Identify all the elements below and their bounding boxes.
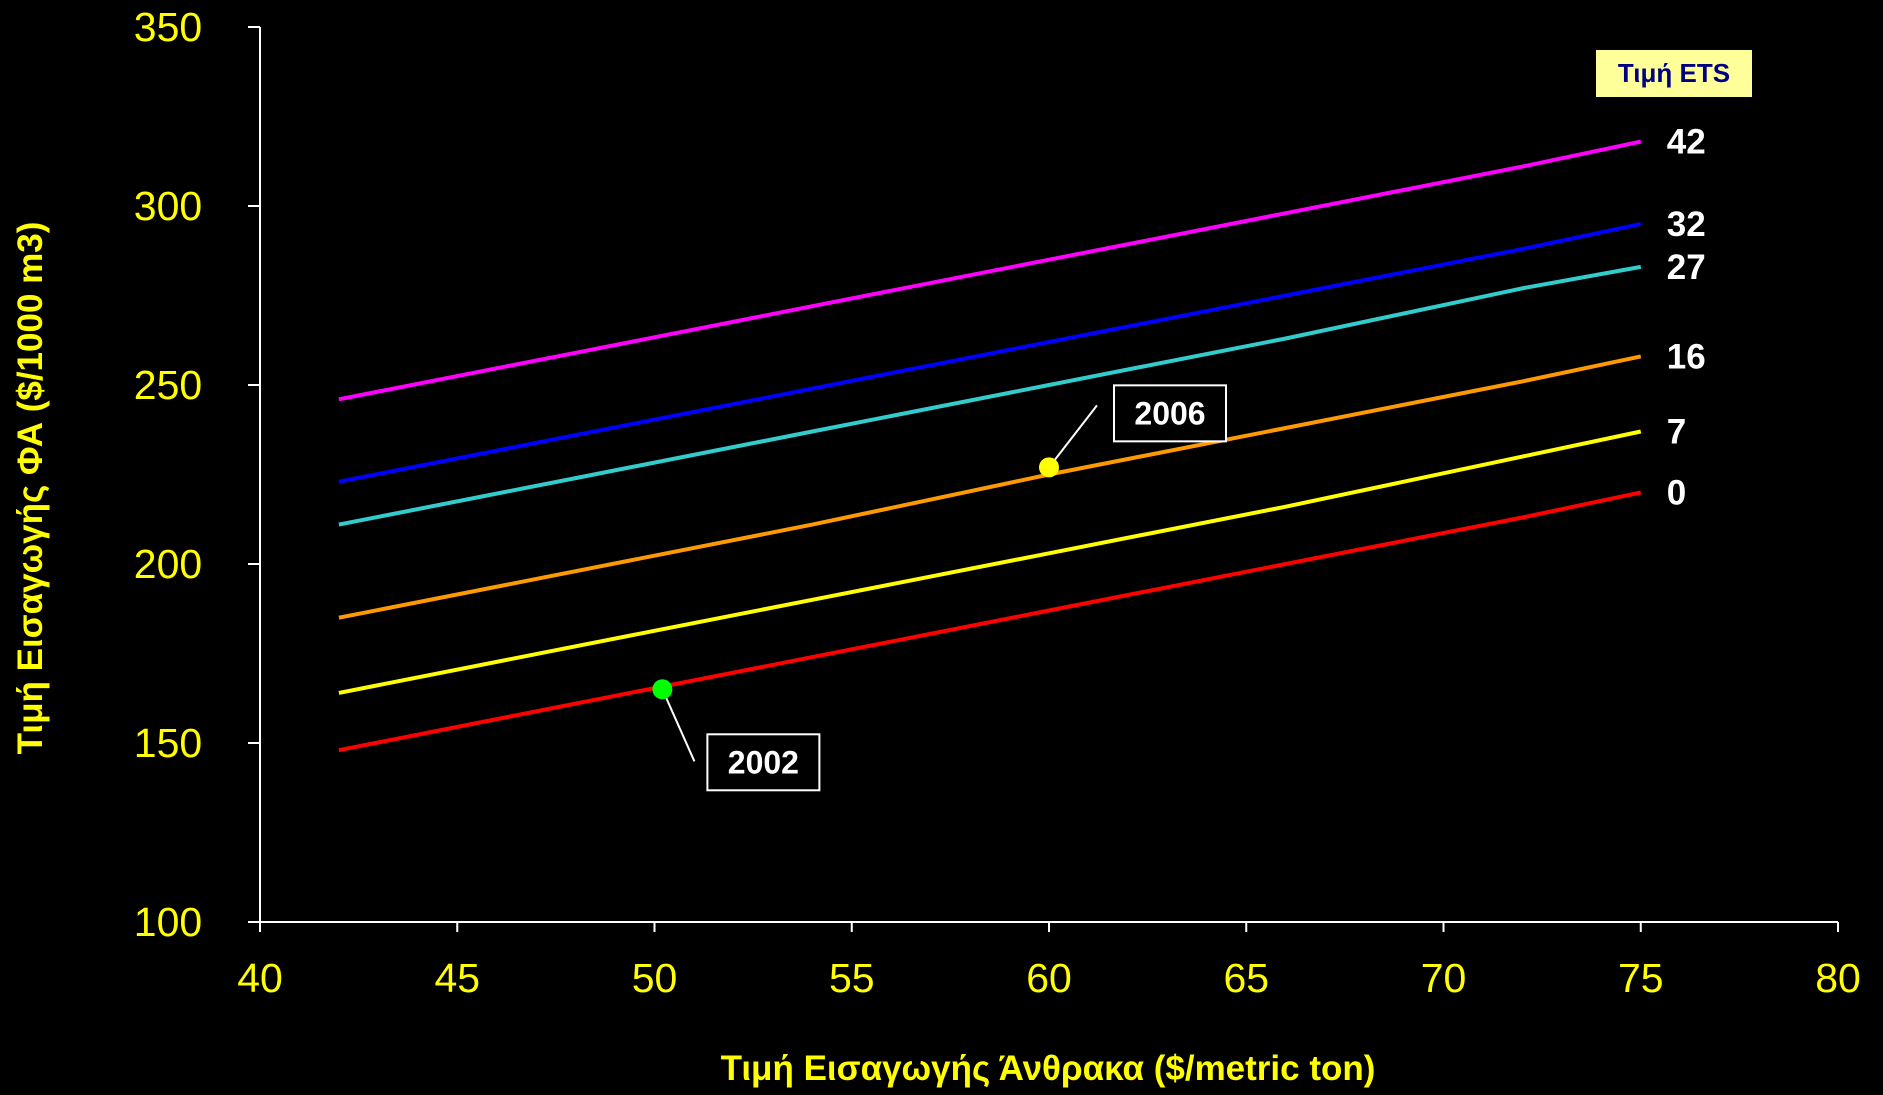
series-line-42 xyxy=(338,139,1642,402)
annotation-label-2002: 2002 xyxy=(728,744,799,780)
series-end-label-27: 27 xyxy=(1667,248,1706,287)
annotation-leader-2006 xyxy=(1048,404,1098,468)
annotation-marker-2002 xyxy=(652,679,673,700)
y-tick-label: 100 xyxy=(134,899,202,945)
legend-title-box xyxy=(1596,50,1752,97)
annotation-box-2002 xyxy=(706,733,821,792)
x-tick-label: 45 xyxy=(434,955,480,1001)
series-end-label-0: 0 xyxy=(1667,473,1686,512)
y-tick-label: 300 xyxy=(134,183,202,229)
legend-title: Τιμή ETS xyxy=(1596,50,1752,97)
annotation-box-2006 xyxy=(1113,384,1227,443)
x-tick-label: 55 xyxy=(829,955,875,1001)
series-end-label-42: 42 xyxy=(1667,123,1706,162)
y-tick-label: 150 xyxy=(134,720,202,766)
annotation-marker-2006 xyxy=(1039,457,1059,478)
series-line-0 xyxy=(338,490,1642,753)
series-end-label-32: 32 xyxy=(1667,205,1706,244)
y-tick-label: 250 xyxy=(134,362,202,408)
x-tick-label: 65 xyxy=(1223,955,1269,1001)
annotation-leader-2002 xyxy=(661,688,696,762)
x-tick-label: 60 xyxy=(1026,955,1072,1001)
chart-series-labels: 42 32 27 16 7 0 xyxy=(1667,123,1706,513)
x-axis-title: Τιμή Εισαγωγής Άνθρακα ($/metric ton) xyxy=(721,1049,1376,1088)
y-tick-label: 350 xyxy=(134,4,202,50)
series-end-label-16: 16 xyxy=(1667,337,1706,376)
legend-title-text: Τιμή ETS xyxy=(1618,58,1730,88)
x-tick-label: 50 xyxy=(632,955,678,1001)
x-tick-label: 80 xyxy=(1815,955,1861,1001)
y-tick-label: 200 xyxy=(134,541,202,587)
series-line-32 xyxy=(338,221,1642,484)
chart-series-lines xyxy=(338,139,1642,753)
chart-annotations: 2002 2006 xyxy=(652,384,1227,792)
series-line-7 xyxy=(338,429,1642,695)
x-tick-label: 40 xyxy=(237,955,283,1001)
x-tick-label: 70 xyxy=(1421,955,1467,1001)
annotation-label-2006: 2006 xyxy=(1134,395,1205,431)
x-tick-label: 75 xyxy=(1618,955,1664,1001)
y-axis-title: Τιμή Εισαγωγής ΦΑ ($/1000 m3) xyxy=(11,222,50,755)
series-end-label-7: 7 xyxy=(1667,413,1686,452)
series-line-27 xyxy=(338,264,1642,527)
